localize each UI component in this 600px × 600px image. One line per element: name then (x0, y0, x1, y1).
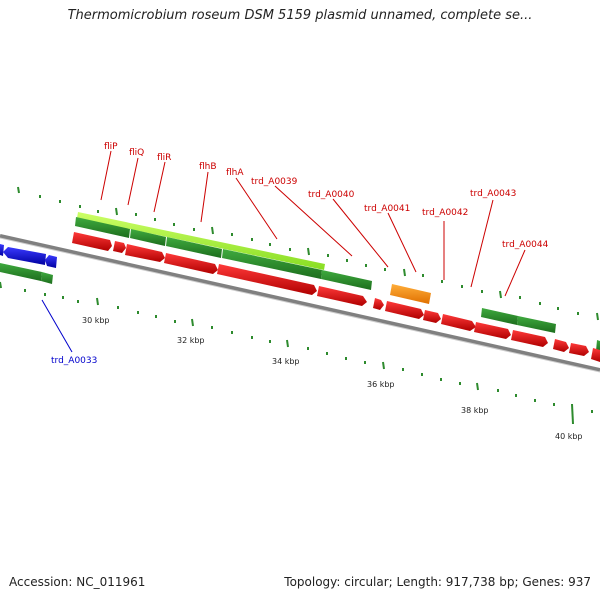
scale-tick-marks (0, 281, 593, 425)
scale-label-32: 32 kbp (177, 336, 205, 345)
scale-label-34: 34 kbp (272, 357, 300, 366)
gene-blue-1[interactable] (0, 244, 4, 256)
gene-trd-A0039[interactable] (321, 270, 372, 290)
genome-backbone (0, 234, 600, 372)
gene-label-trd-A0033[interactable]: trd_A0033 (51, 356, 97, 366)
gene-label-flhB[interactable]: flhB (199, 162, 217, 172)
scale-label-36: 36 kbp (367, 380, 395, 389)
highlight-band (77, 212, 325, 270)
gene-label-trd-A0039[interactable]: trd_A0039 (251, 177, 298, 187)
gene-red-1[interactable] (72, 232, 112, 251)
gene-label-fliR[interactable]: fliR (157, 153, 171, 163)
gene-label-fliQ[interactable]: fliQ (129, 148, 144, 158)
gene-red-10[interactable] (441, 314, 476, 331)
gene-red-7[interactable] (373, 298, 384, 310)
scale-label-40: 40 kbp (555, 432, 583, 441)
blue-genes (0, 244, 57, 268)
gene-label-flhA[interactable]: flhA (226, 168, 244, 178)
gene-red-11[interactable] (474, 322, 511, 339)
gene-label-trd-A0041[interactable]: trd_A0041 (364, 204, 410, 214)
gene-red-9[interactable] (423, 310, 441, 323)
scale-label-30: 30 kbp (82, 316, 110, 325)
gene-blue-3[interactable] (45, 255, 57, 268)
gene-fliR[interactable] (166, 237, 222, 258)
gene-red-5[interactable] (217, 264, 317, 295)
topology-info: Topology: circular; Length: 917,738 bp; … (284, 575, 591, 589)
gene-trd-A0041[interactable] (390, 284, 431, 304)
gene-labels: fliP fliQ fliR flhB flhA trd_A0039 trd_A… (51, 142, 549, 366)
genome-backbone-shadow (0, 237, 600, 373)
scale-labels: 30 kbp 32 kbp 34 kbp 36 kbp 38 kbp 40 kb… (82, 316, 583, 441)
gene-red-12[interactable] (511, 330, 548, 347)
reverse-strand-genes (72, 232, 600, 362)
accession-number: Accession: NC_011961 (9, 575, 146, 589)
gene-red-14[interactable] (569, 343, 589, 356)
gene-label-trd-A0044[interactable]: trd_A0044 (502, 240, 549, 250)
label-leader-lines (41, 150, 526, 353)
gene-left-lower-2[interactable] (41, 272, 53, 284)
gene-fliP[interactable] (75, 217, 130, 238)
forward-strand-genes (0, 217, 600, 352)
gene-label-trd-A0040[interactable]: trd_A0040 (308, 190, 355, 200)
gene-red-4[interactable] (164, 253, 218, 274)
gene-trd-A0033[interactable] (3, 247, 46, 265)
gene-trd-A0044[interactable] (517, 316, 556, 333)
gene-red-6[interactable] (317, 286, 367, 306)
scale-label-38: 38 kbp (461, 406, 489, 415)
gene-label-trd-A0043[interactable]: trd_A0043 (470, 189, 516, 199)
gene-red-15[interactable] (591, 348, 600, 362)
gene-flhB[interactable] (222, 249, 322, 279)
gene-fliQ[interactable] (130, 229, 166, 246)
gene-red-2[interactable] (113, 241, 126, 253)
gene-label-trd-A0042[interactable]: trd_A0042 (422, 208, 468, 218)
gene-red-3[interactable] (125, 244, 165, 262)
gene-red-13[interactable] (553, 339, 569, 352)
gene-label-fliP[interactable]: fliP (104, 142, 118, 152)
gene-trd-A0043[interactable] (481, 308, 518, 325)
gene-red-8[interactable] (385, 301, 424, 319)
outer-tick-marks (17, 186, 599, 321)
map-title: Thermomicrobium roseum DSM 5159 plasmid … (67, 8, 533, 23)
gene-right-edge[interactable] (596, 340, 600, 352)
gene-left-lower[interactable] (0, 263, 42, 281)
